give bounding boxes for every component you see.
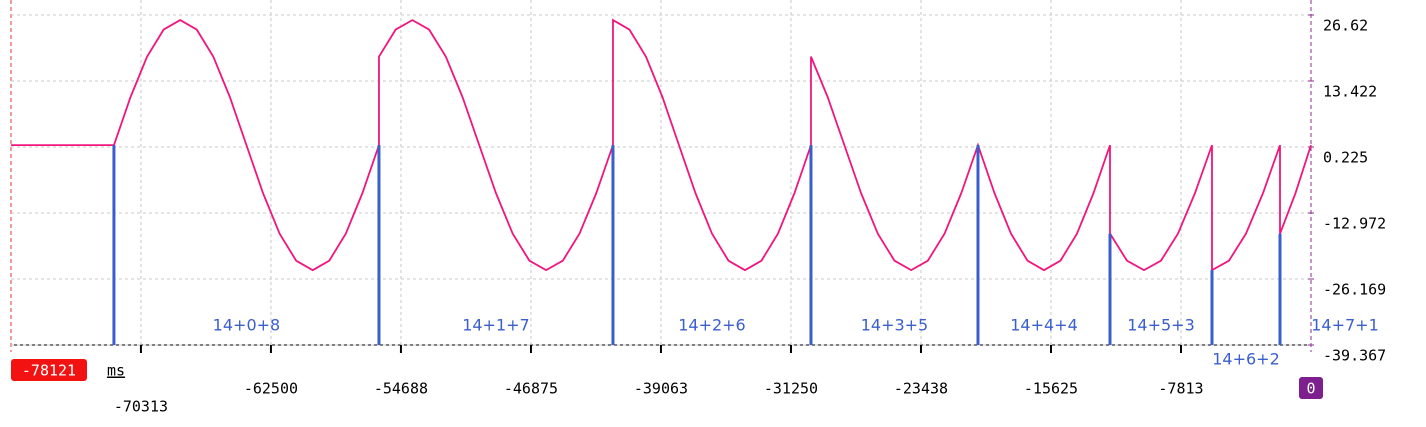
marker-label: 14+3+5 [861,316,929,335]
y-tick-label: 26.62 [1323,17,1368,35]
x-tick-label: -39063 [634,380,688,398]
x-tick-label: -31250 [764,380,818,398]
marker-label: 14+1+7 [462,316,530,335]
y-tick-label: 13.422 [1323,83,1377,101]
series-line [11,18,1312,272]
x-tick-label: -23438 [894,380,948,398]
x-tick-label: -7813 [1158,380,1203,398]
marker-label: 14+6+2 [1212,350,1280,369]
y-tick-label: -39.367 [1323,347,1386,365]
x-unit: ms [107,362,125,380]
x-tick-label: -70313 [114,398,168,416]
y-tick-label: -26.169 [1323,280,1386,298]
y-tick-label: 0.225 [1323,149,1368,167]
marker-label: 14+2+6 [678,316,746,335]
x-tick-label: -54688 [374,380,428,398]
y-tick-label: -12.972 [1323,214,1386,232]
x-tick-label: -15625 [1024,380,1078,398]
marker-label: 14+4+4 [1010,316,1078,335]
x-tick-label: -46875 [504,380,558,398]
x-end-label: 0 [1306,380,1315,398]
marker-label: 14+5+3 [1127,316,1195,335]
x-tick-label: -62500 [244,380,298,398]
marker-label: 14+7+1 [1311,316,1379,335]
marker-label: 14+0+8 [213,316,281,335]
left-limit-box [11,359,87,381]
right-limit-box [1299,377,1323,399]
x-start-label: -78121 [22,362,76,380]
